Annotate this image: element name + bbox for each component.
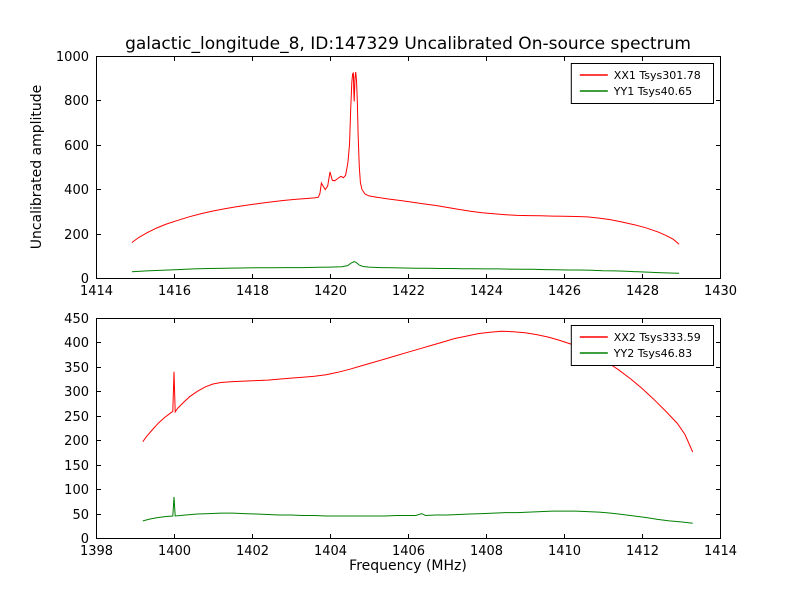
y-tick-label: 350 [64,361,89,376]
x-tick-label: 1430 [704,284,737,299]
x-axis-label: Frequency (MHz) [349,558,467,574]
legend-label: XX2 Tsys333.59 [614,331,701,344]
y-tick-label: 0 [81,532,89,547]
subplot-2: 1398 1400 1402 1404 1406 1408 1410 1412 1414 0 50 1… [64,312,737,559]
y-axis-label: Uncalibrated amplitude [29,84,45,250]
y-tick-label: 600 [64,139,89,154]
y-tick-label: 300 [64,385,89,400]
x-tick-label: 1428 [626,284,659,299]
x-tick-label: 1398 [80,544,113,559]
y-tick-label: 250 [64,410,89,425]
y-tick-label: 150 [64,459,89,474]
x-tick-label: 1400 [158,544,191,559]
x-tick-label: 1424 [470,284,503,299]
y-tick-label: 1000 [56,50,89,65]
x-tick-label: 1426 [548,284,581,299]
y-tick-label: 0 [81,272,89,287]
series-line-XX1 [131,71,680,245]
x-tick-label: 1422 [392,284,425,299]
x-tick-label: 1418 [236,284,269,299]
series-line-YY2 [142,496,693,524]
y-tick-label: 400 [64,183,89,198]
x-tick-label: 1414 [80,284,113,299]
x-tick-label: 1402 [236,544,269,559]
legend-label: XX1 Tsys301.78 [614,69,701,82]
y-tick-label: 200 [64,228,89,243]
figure-title: galactic_longitude_8, ID:147329 Uncalibr… [125,34,691,54]
x-tick-label: 1406 [392,544,425,559]
x-tick-label: 1410 [548,544,581,559]
x-tick-label: 1420 [314,284,347,299]
legend-box [570,325,714,366]
x-tick-label: 1412 [626,544,659,559]
legend-box [570,63,714,104]
x-tick-label: 1404 [314,544,347,559]
subplot-1: 1414 1416 1418 1420 1422 1424 1426 1428 1430 0 200… [56,50,737,299]
axes-frame [96,318,721,539]
y-tick-label: 200 [64,434,89,449]
series-line-YY1 [131,261,680,274]
x-tick-label: 1414 [704,544,737,559]
x-tick-label: 1408 [470,544,503,559]
legend-label: YY1 Tsys40.65 [613,85,692,98]
y-tick-label: 450 [64,312,89,327]
y-tick-label: 400 [64,336,89,351]
y-tick-label: 50 [72,508,89,523]
x-tick-label: 1416 [158,284,191,299]
y-tick-label: 800 [64,94,89,109]
y-tick-label: 100 [64,483,89,498]
axes-frame [96,56,721,279]
legend-label: YY2 Tsys46.83 [613,347,692,360]
